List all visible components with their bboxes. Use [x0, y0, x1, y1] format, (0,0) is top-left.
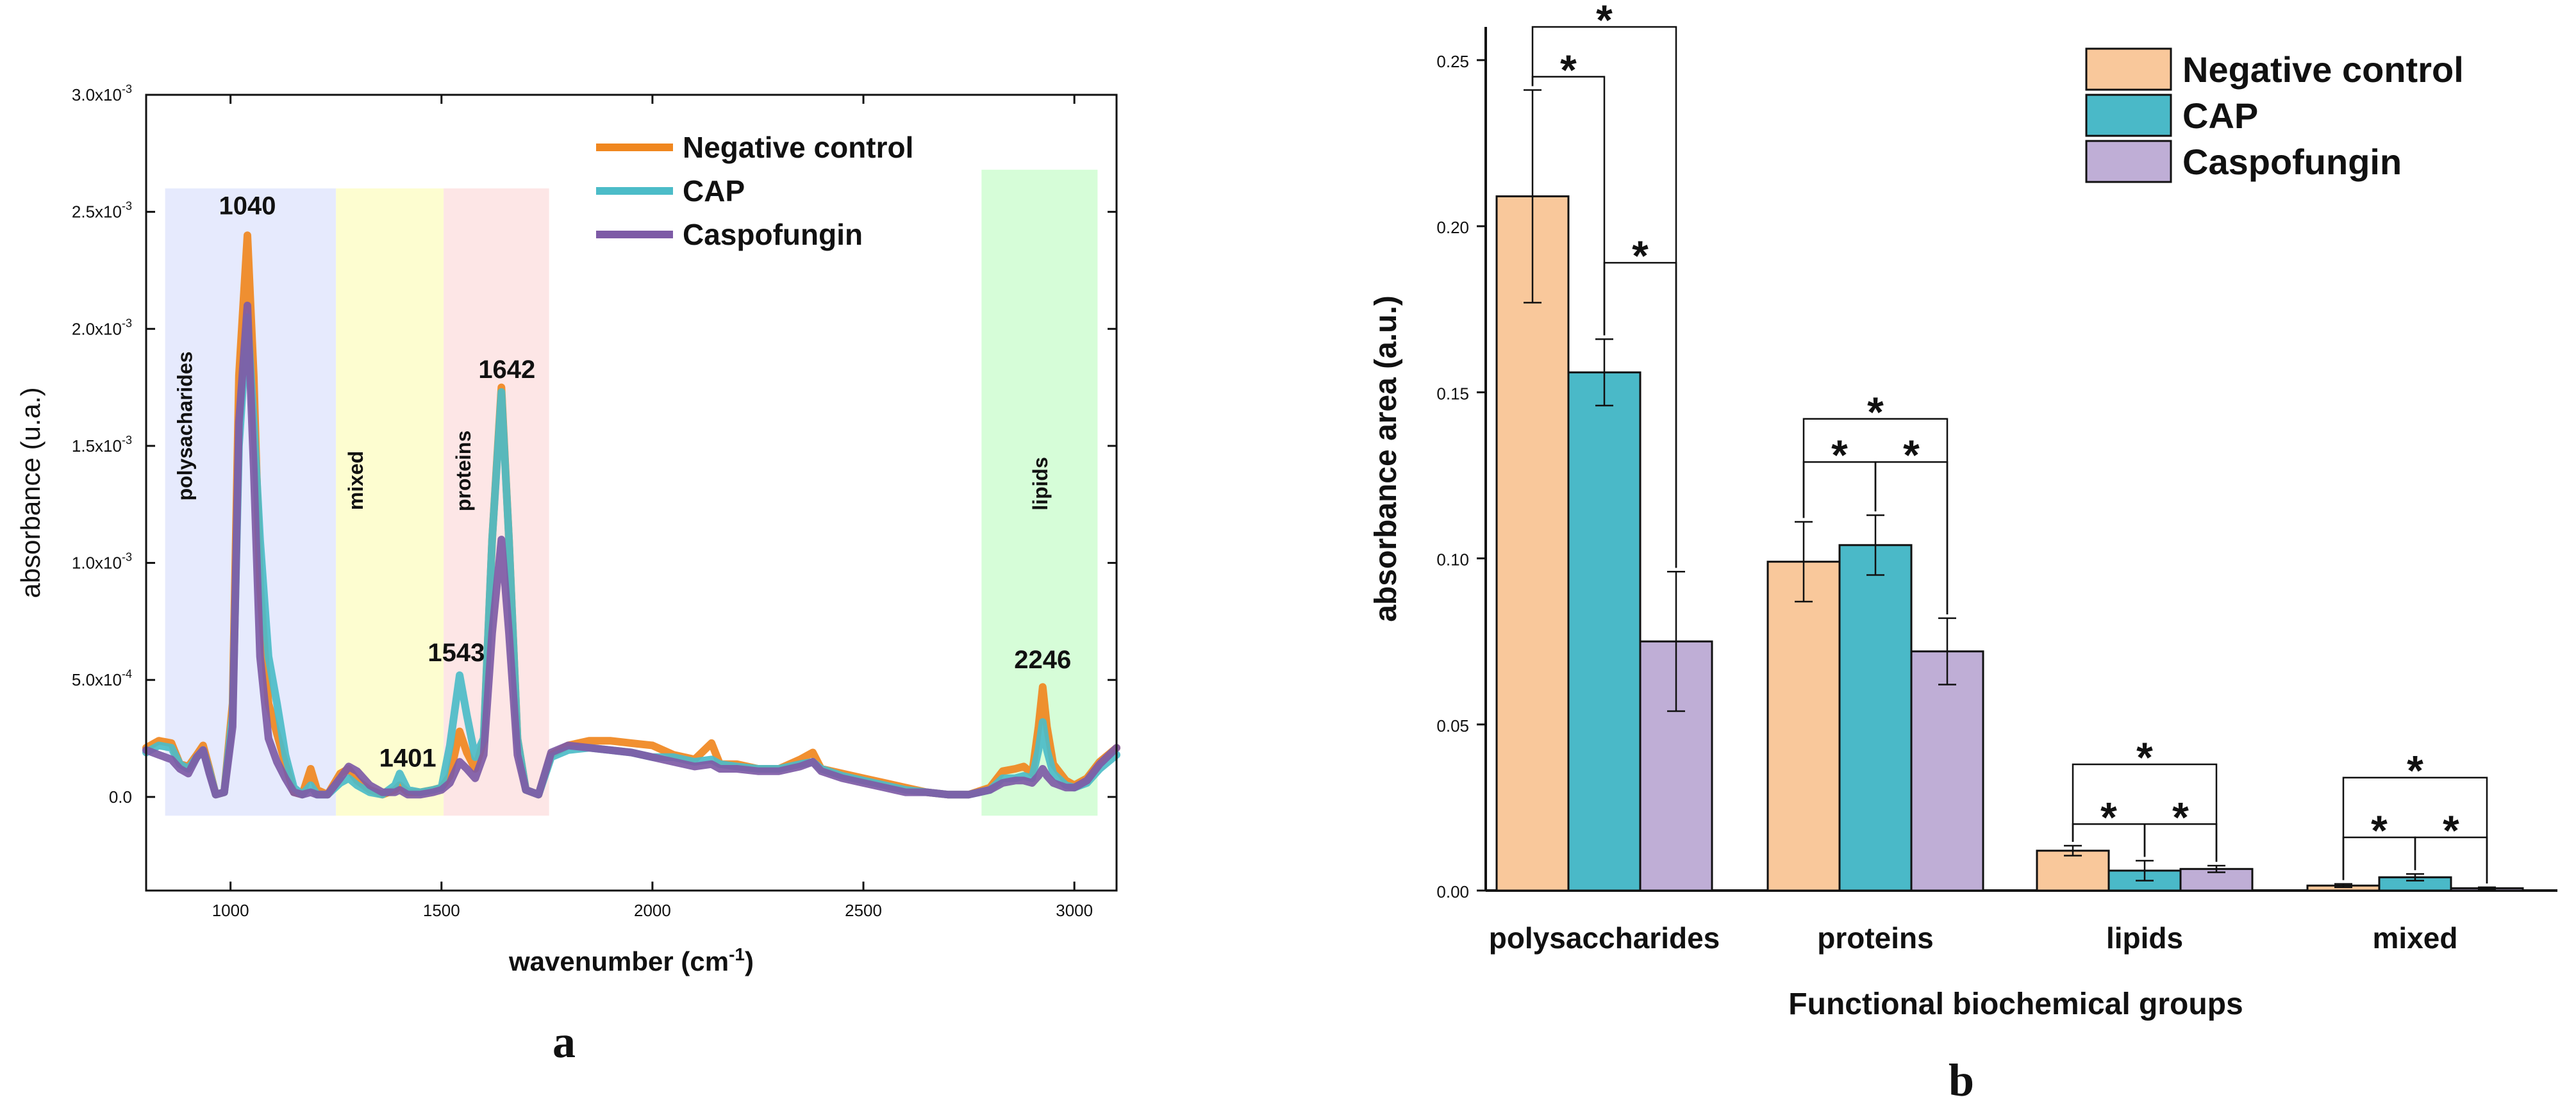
x-tick-label-a-3: 2500: [845, 901, 882, 920]
significance-bracket-11: [2414, 836, 2488, 884]
legend-swatch-b-1: [2085, 94, 2172, 137]
spectrum-line-2: [142, 301, 1120, 799]
category-label-2: lipids: [2106, 921, 2183, 955]
y-tick-label-a-4: 2.0x10-3: [72, 316, 132, 338]
region-label-0: polysacharides: [174, 352, 197, 501]
significance-bracket-7: [2072, 763, 2218, 862]
legend-swatch-b-2: [2085, 140, 2172, 183]
legend-swatch-b-0: [2085, 47, 2172, 91]
significance-star-6: *: [2100, 793, 2117, 841]
bar-1-0: [1766, 561, 1841, 892]
y-tick-label-b-3: 0.15: [1436, 384, 1469, 403]
y-tick-label-b-4: 0.20: [1436, 218, 1469, 237]
legend-label-b-0: Negative control: [2182, 49, 2464, 90]
y-tick-label-a-3: 1.5x10-3: [72, 434, 132, 456]
significance-bracket-10: [2342, 777, 2488, 884]
significance-star-2: *: [1632, 232, 1649, 279]
significance-bracket-2: [1603, 261, 1677, 568]
significance-star-8: *: [2172, 793, 2189, 841]
peak-label-2246: 2246: [1014, 646, 1071, 674]
bar-0-1: [1567, 371, 1641, 892]
y-tick-label-a-0: 0.0: [109, 787, 132, 807]
category-label-3: mixed: [2373, 921, 2458, 955]
y-tick-label-b-5: 0.25: [1436, 52, 1469, 71]
x-tick-label-a-4: 3000: [1056, 901, 1093, 920]
x-axis-title-a: wavenumber (cm-1): [508, 944, 754, 976]
y-tick-label-b-2: 0.10: [1436, 550, 1469, 570]
y-axis-title-a: absorbance (u.a.): [15, 387, 46, 598]
category-label-0: polysaccharides: [1489, 921, 1720, 955]
peak-label-1642: 1642: [478, 356, 535, 384]
y-tick-label-a-1: 5.0x10-4: [72, 668, 132, 689]
peak-label-1401: 1401: [379, 744, 436, 772]
region-label-2: proteins: [452, 431, 475, 511]
peak-label-1543: 1543: [428, 639, 485, 667]
plot-frame-a: [145, 94, 1118, 892]
legend-label-b-2: Caspofungin: [2182, 142, 2402, 182]
y-tick-label-a-2: 1.0x10-3: [72, 551, 132, 573]
bar-2-0: [2036, 850, 2110, 892]
significance-star-5: *: [1903, 431, 1920, 479]
y-axis-title-b: absorbance area (a.u.): [1369, 295, 1403, 622]
legend-label-a-0: Negative control: [683, 131, 913, 164]
panel-label-a: a: [553, 1016, 576, 1067]
significance-star-0: *: [1560, 46, 1577, 94]
significance-star-4: *: [1867, 388, 1884, 436]
significance-star-1: *: [1596, 0, 1613, 44]
category-label-1: proteins: [1817, 921, 1933, 955]
x-tick-label-a-1: 1500: [423, 901, 460, 920]
peak-label-1040: 1040: [219, 192, 276, 220]
significance-star-10: *: [2407, 747, 2423, 794]
significance-star-3: *: [1831, 431, 1848, 479]
x-tick-label-a-2: 2000: [634, 901, 671, 920]
legend-label-b-1: CAP: [2182, 95, 2258, 136]
bar-1-1: [1838, 544, 1913, 892]
region-label-3: lipids: [1029, 457, 1052, 511]
region-band-1: [336, 188, 444, 816]
chart-b-bar: 0.00 0.05 0.10 0.15 0.20 0.25 * * * * * * * * * * * * poly…: [1369, 0, 2557, 1106]
x-tick-label-a-0: 1000: [212, 901, 249, 920]
significance-bracket-8: [2143, 823, 2218, 862]
y-tick-label-b-0: 0.00: [1436, 882, 1469, 901]
significance-star-7: *: [2136, 734, 2153, 781]
y-tick-label-a-6: 3.0x10-3: [72, 83, 132, 104]
legend-label-a-1: CAP: [683, 174, 745, 208]
panel-label-b: b: [1949, 1055, 1974, 1106]
legend-label-a-2: Caspofungin: [683, 218, 863, 251]
y-tick-label-b-1: 0.05: [1436, 716, 1469, 736]
significance-bracket-5: [1874, 461, 1949, 614]
y-tick-label-a-5: 2.5x10-3: [72, 200, 132, 222]
bar-0-0: [1495, 195, 1570, 892]
significance-star-9: *: [2371, 807, 2388, 854]
bar-1-2: [1910, 650, 1984, 892]
x-axis-title-b: Functional biochemical groups: [1788, 987, 2243, 1021]
significance-star-11: *: [2443, 807, 2459, 854]
chart-a-spectrum: 1000 1500 2000 2500 3000 0.0 5.0x10-4 1.0x10-3 1…: [15, 83, 1120, 1067]
region-label-1: mixed: [344, 451, 367, 510]
